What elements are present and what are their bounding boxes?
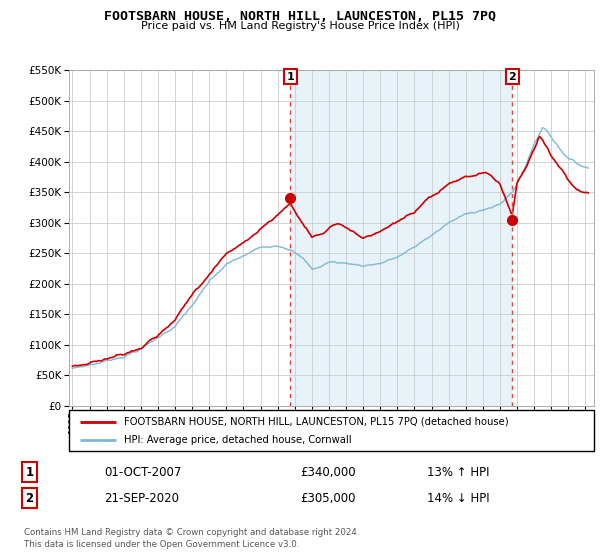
Text: 01-OCT-2007: 01-OCT-2007 <box>104 466 182 479</box>
Text: FOOTSBARN HOUSE, NORTH HILL, LAUNCESTON, PL15 7PQ (detached house): FOOTSBARN HOUSE, NORTH HILL, LAUNCESTON,… <box>124 417 509 427</box>
Text: £340,000: £340,000 <box>300 466 356 479</box>
Text: FOOTSBARN HOUSE, NORTH HILL, LAUNCESTON, PL15 7PQ: FOOTSBARN HOUSE, NORTH HILL, LAUNCESTON,… <box>104 10 496 23</box>
Text: 1: 1 <box>287 72 295 82</box>
Text: HPI: Average price, detached house, Cornwall: HPI: Average price, detached house, Corn… <box>124 435 352 445</box>
Text: £305,000: £305,000 <box>300 492 355 505</box>
FancyBboxPatch shape <box>69 410 594 451</box>
Text: 2: 2 <box>508 72 516 82</box>
Text: 1: 1 <box>25 466 34 479</box>
Text: 21-SEP-2020: 21-SEP-2020 <box>104 492 179 505</box>
Text: Price paid vs. HM Land Registry's House Price Index (HPI): Price paid vs. HM Land Registry's House … <box>140 21 460 31</box>
Text: 13% ↑ HPI: 13% ↑ HPI <box>427 466 489 479</box>
Text: 2: 2 <box>25 492 34 505</box>
Text: Contains HM Land Registry data © Crown copyright and database right 2024.
This d: Contains HM Land Registry data © Crown c… <box>23 528 359 549</box>
Text: 14% ↓ HPI: 14% ↓ HPI <box>427 492 490 505</box>
